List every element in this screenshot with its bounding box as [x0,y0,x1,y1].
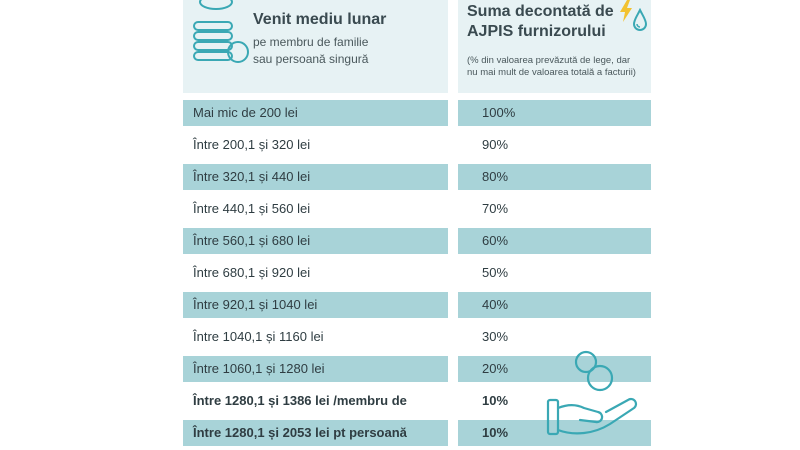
income-cell: Între 920,1 și 1040 lei [183,292,448,318]
header-reimbursement-title: Suma decontată de AJPIS furnizorului [467,2,627,42]
income-cell: Între 560,1 și 680 lei [183,228,448,254]
income-cell: Între 1040,1 și 1160 lei [193,329,324,344]
percent-cell: 100% [458,100,651,126]
percent-cell: 70% [482,201,509,216]
percent-cell: 20% [458,356,651,382]
header-reimbursement: Suma decontată de AJPIS furnizorului (% … [458,0,651,93]
table-row: Între 680,1 și 920 lei 50% [183,260,651,292]
table-row: Între 1060,1 și 1280 lei 20% [183,356,651,388]
income-cell: Între 680,1 și 920 lei [193,265,311,280]
header-reimbursement-note-line-1: (% din valoarea prevăzută de lege, dar [467,55,631,66]
header-income-subtitle-line-1: pe membru de familie [253,35,369,49]
table-row: Între 320,1 și 440 lei 80% [183,164,651,196]
percent-cell: 30% [482,329,509,344]
income-cell: Între 200,1 și 320 lei [193,137,311,152]
header-income-title: Venit mediu lunar [253,11,387,28]
income-cell: Între 1060,1 și 1280 lei [183,356,448,382]
header-reimbursement-title-line-2: AJPIS furnizorului [467,23,606,40]
header-reimbursement-title-line-1: Suma decontată de [467,3,614,20]
income-cell: Între 1280,1 și 1386 lei /membru de fami… [193,393,407,434]
hand-coins-icon [546,350,638,436]
income-cell: Între 1280,1 și 2053 lei pt persoană sin… [183,420,448,446]
header-income-subtitle: pe membru de familie sau persoană singur… [253,34,443,68]
percent-cell: 40% [458,292,651,318]
percent-cell: 10% [458,420,651,446]
table-rows: Mai mic de 200 lei 100% Între 200,1 și 3… [183,100,651,450]
table-row: Între 1280,1 și 2053 lei pt persoană sin… [183,420,651,450]
header-reimbursement-note-line-2: nu mai mult de valoarea totală a facturi… [467,67,636,78]
water-drop-icon [632,8,648,31]
table-row: Mai mic de 200 lei 100% [183,100,651,132]
table-row: Între 920,1 și 1040 lei 40% [183,292,651,324]
income-cell: Mai mic de 200 lei [183,100,448,126]
income-cell: Între 440,1 și 560 lei [193,201,311,216]
coins-stack-icon [193,0,249,63]
percent-cell: 60% [458,228,651,254]
table-row: Între 200,1 și 320 lei 90% [183,132,651,164]
table-row: Între 440,1 și 560 lei 70% [183,196,651,228]
table-row: Între 1040,1 și 1160 lei 30% [183,324,651,356]
income-cell: Între 320,1 și 440 lei [183,164,448,190]
table-row: Între 560,1 și 680 lei 60% [183,228,651,260]
percent-cell: 90% [482,137,509,152]
header-income: Venit mediu lunar pe membru de familie s… [183,0,448,93]
percent-cell: 10% [482,393,509,408]
header-reimbursement-note: (% din valoarea prevăzută de lege, dar n… [467,55,651,79]
compensation-table: Venit mediu lunar pe membru de familie s… [183,0,651,450]
lightning-icon [620,0,632,22]
header-income-subtitle-line-2: sau persoană singură [253,52,369,66]
percent-cell: 80% [458,164,651,190]
percent-cell: 50% [482,265,509,280]
